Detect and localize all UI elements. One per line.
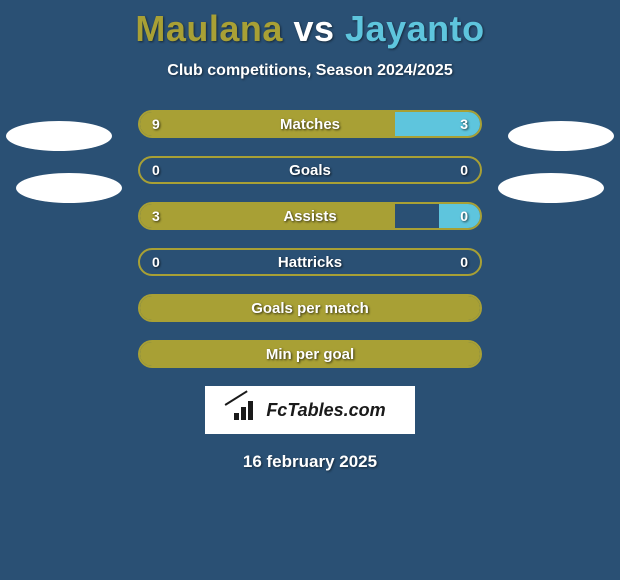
- player1-photo-placeholder: [6, 121, 112, 151]
- stat-value-right: 0: [460, 250, 468, 274]
- stat-value-right: 0: [460, 204, 468, 228]
- comparison-title: Maulana vs Jayanto: [0, 0, 620, 50]
- stat-value-left: 0: [152, 250, 160, 274]
- stat-bar: Hattricks0 0: [138, 248, 482, 276]
- stat-value-right: 0: [460, 158, 468, 182]
- title-vs: vs: [293, 8, 334, 49]
- stat-bar-label: Goals: [140, 158, 480, 182]
- player1-club-placeholder: [16, 173, 122, 203]
- stat-bar-label: Min per goal: [140, 342, 480, 366]
- stat-bar-label: Assists: [140, 204, 480, 228]
- stat-bar: Goals per match: [138, 294, 482, 322]
- stats-bars-container: Matches93Goals00Assists30Hattricks00Goal…: [0, 110, 620, 368]
- stat-bar-label: Goals per match: [140, 296, 480, 320]
- stat-value-left: 3: [152, 204, 160, 228]
- stat-bar: Assists3 0: [138, 202, 482, 230]
- stat-value-left: 0: [152, 158, 160, 182]
- fctables-icon: [234, 400, 260, 420]
- subtitle: Club competitions, Season 2024/2025: [0, 62, 620, 80]
- stat-bar: Goals0 0: [138, 156, 482, 184]
- stat-value-left: 9: [152, 112, 160, 136]
- player1-name: Maulana: [135, 8, 283, 49]
- player2-name: Jayanto: [345, 8, 485, 49]
- player2-club-placeholder: [498, 173, 604, 203]
- source-logo: FcTables.com: [205, 386, 415, 434]
- stat-bar-label: Hattricks: [140, 250, 480, 274]
- stat-bar-label: Matches: [140, 112, 480, 136]
- snapshot-date: 16 february 2025: [0, 452, 620, 472]
- player2-photo-placeholder: [508, 121, 614, 151]
- stat-bar: Min per goal: [138, 340, 482, 368]
- stat-bar: Matches9 3: [138, 110, 482, 138]
- source-logo-text: FcTables.com: [266, 400, 385, 421]
- stat-value-right: 3: [460, 112, 468, 136]
